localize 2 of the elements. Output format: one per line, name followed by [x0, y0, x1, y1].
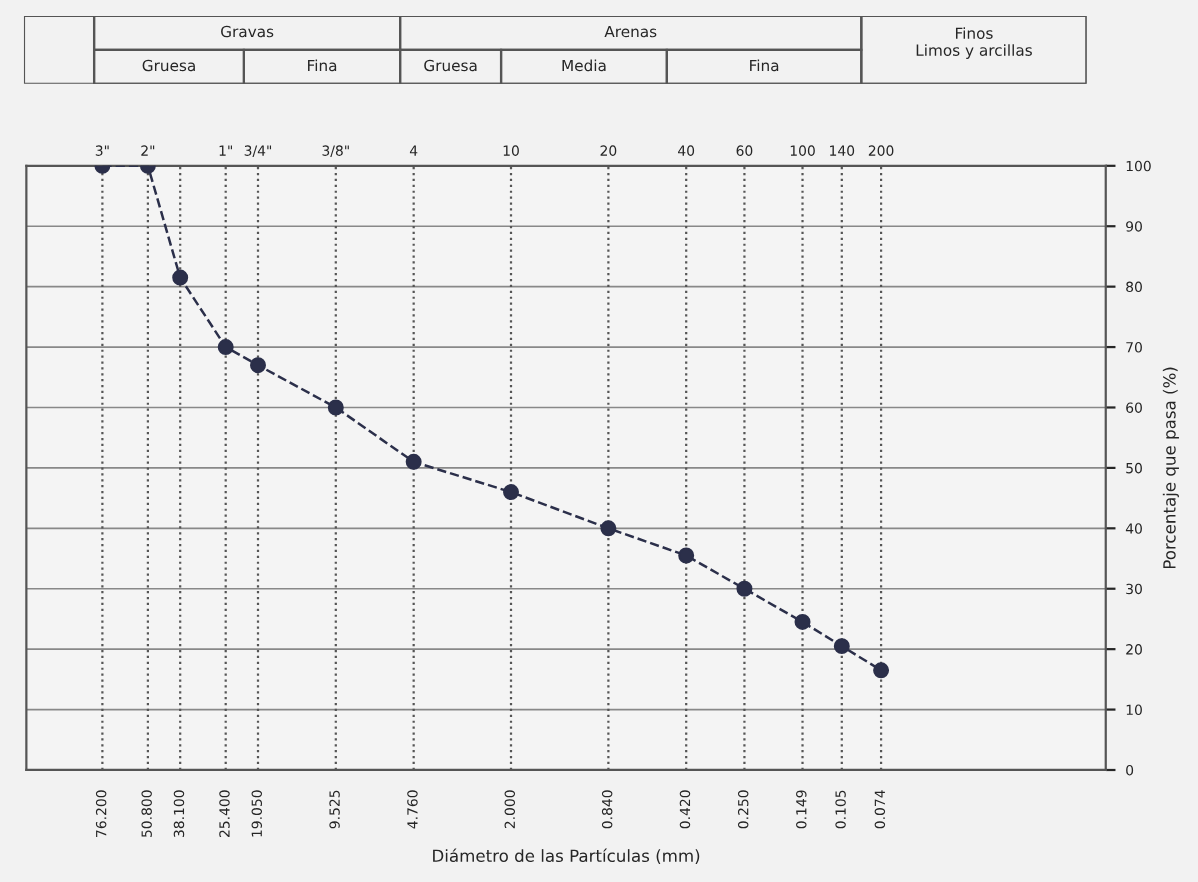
x-axis-title: Diámetro de las Partículas (mm) [433, 848, 700, 864]
y-axis-title: Porcentaje que pasa (%) [1162, 367, 1179, 569]
